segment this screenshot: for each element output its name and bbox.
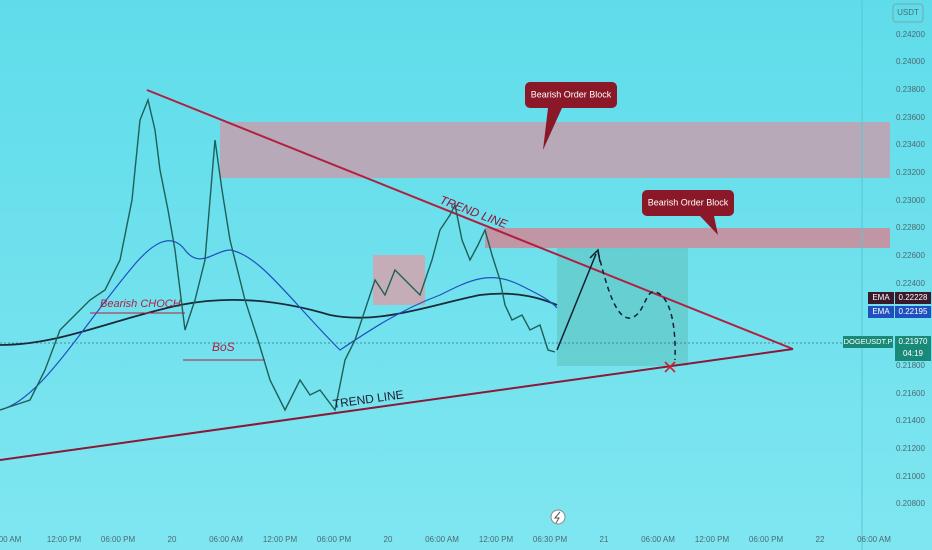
callout-pointer [700, 216, 718, 235]
ema-value: 0.22195 [899, 307, 928, 316]
currency: USDT [897, 8, 919, 17]
time-label: 06:00 AM [209, 535, 243, 544]
bos-label: BoS [212, 340, 235, 354]
target-mark [664, 361, 676, 373]
price-label: 0.23400 [896, 140, 925, 149]
ema-long [0, 292, 558, 346]
symbol-price: 0.21970 [899, 337, 928, 346]
time-label: 06:00 PM [749, 535, 784, 544]
symbol-name: DOGEUSDT.P [844, 337, 893, 346]
countdown: 04:19 [903, 349, 924, 358]
price-label: 0.24200 [896, 30, 925, 39]
price-label: 0.23600 [896, 113, 925, 122]
price-label: 0.21200 [896, 444, 925, 453]
arrow [556, 253, 597, 351]
price-label: 0.24000 [896, 57, 925, 66]
ema-short [0, 240, 558, 411]
axes: 0.24200 0.24000 0.23800 0.23600 0.23400 0.232… [0, 30, 931, 544]
currency-box [892, 3, 924, 23]
price-label: 0.22800 [896, 223, 925, 232]
callout-pointer [543, 108, 562, 150]
projection [597, 251, 676, 361]
callout [642, 190, 734, 216]
price-label: 0.23000 [896, 196, 925, 205]
order-block-zone [485, 228, 890, 248]
time-label: 20 [168, 535, 177, 544]
time-label: 12:00 PM [47, 535, 82, 544]
ema-value-box [895, 292, 931, 304]
choch-label: Bearish CHOCH [100, 298, 181, 310]
price-label: 0.21400 [896, 416, 925, 425]
time-label: 12:00 PM [695, 535, 730, 544]
time-label: 06:00 PM [317, 535, 352, 544]
price-label: 0.20800 [896, 499, 925, 508]
price-label: 0.21600 [896, 389, 925, 398]
ema-label: EMA [872, 293, 890, 302]
range-box [373, 255, 425, 305]
price-badge [895, 336, 931, 361]
ema-value-box [895, 306, 931, 318]
price-label: 0.21800 [896, 361, 925, 370]
time-label: 22 [816, 535, 825, 544]
time-label: 12:00 PM [479, 535, 514, 544]
ema-badge [868, 306, 894, 318]
ema-label: EMA [872, 307, 890, 316]
time-label: 21 [600, 535, 609, 544]
time-label: 12:00 PM [263, 535, 298, 544]
target-box [557, 248, 688, 366]
time-label: 06:00 AM [641, 535, 675, 544]
callout-text: Bearish Order Block [531, 89, 612, 99]
ema-badge [868, 292, 894, 304]
callout [525, 82, 617, 108]
symbol-badge [843, 336, 893, 348]
order-block-zone [220, 122, 890, 178]
trend-line [146, 89, 794, 350]
callout-text: Bearish Order Block [648, 197, 729, 207]
time-label: 20 [384, 535, 393, 544]
time-label: 06:00 PM [101, 535, 136, 544]
price-series [0, 97, 556, 412]
replay-glyph [553, 511, 561, 524]
ema-value: 0.22228 [899, 293, 928, 302]
price-label: 0.22400 [896, 279, 925, 288]
replay-icon[interactable] [550, 509, 566, 525]
price-label: 0.23800 [896, 85, 925, 94]
price-label: 0.21000 [896, 472, 925, 481]
price-label: 0.22600 [896, 251, 925, 260]
arrow-head [589, 248, 601, 263]
time-label: 00 AM [0, 535, 22, 544]
time-label: 06:00 AM [857, 535, 891, 544]
time-label: 06:30 PM [533, 535, 568, 544]
price-label: 0.23200 [896, 168, 925, 177]
trend-line [0, 348, 794, 461]
time-label: 06:00 AM [425, 535, 459, 544]
